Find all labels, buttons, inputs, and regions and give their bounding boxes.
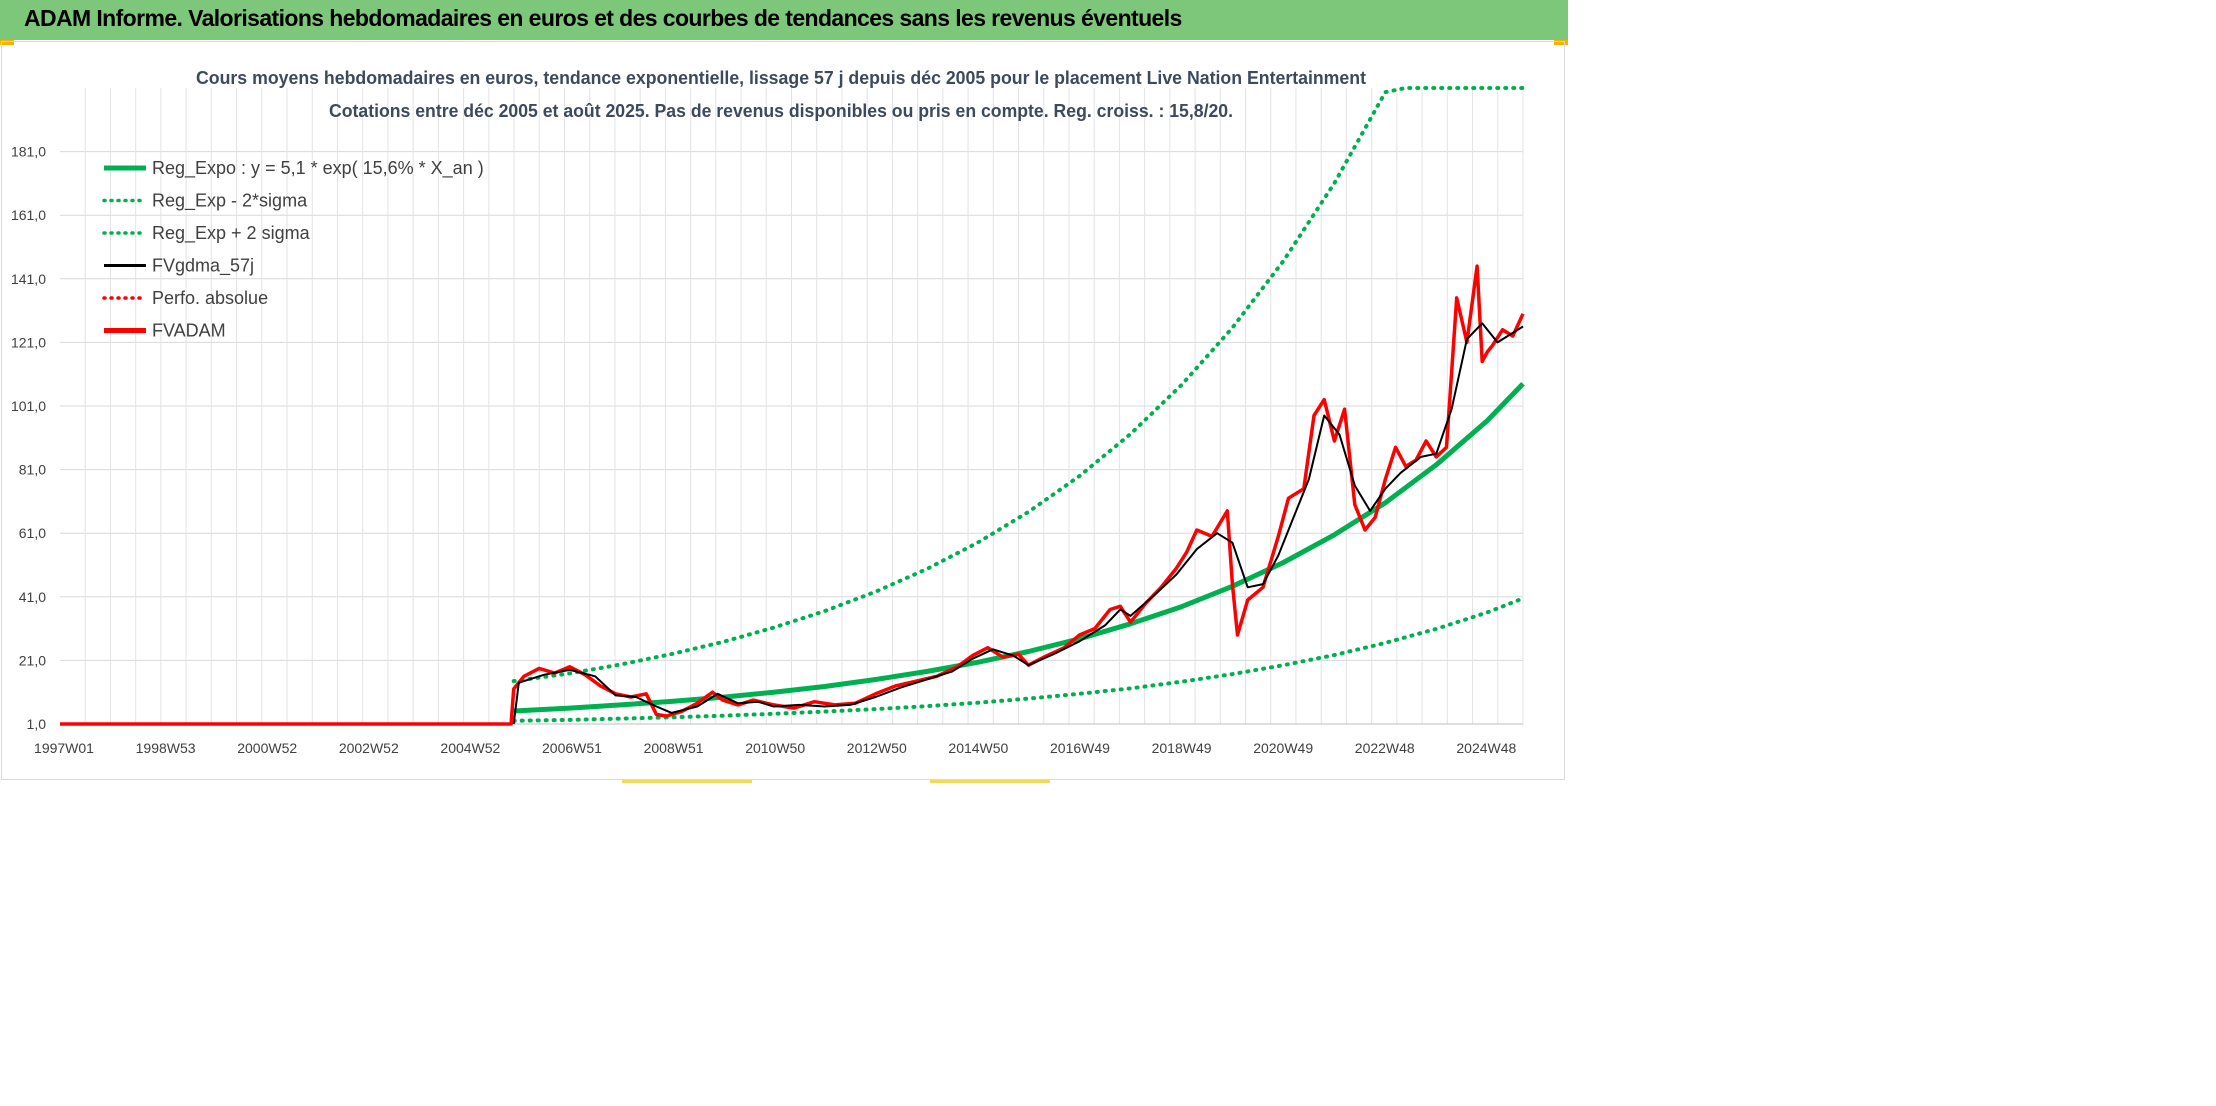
y-tick-label: 1,0: [27, 716, 47, 732]
x-tick-label: 1997W01: [34, 740, 94, 756]
x-tick-label: 2008W51: [644, 740, 704, 756]
corner-marker: [1554, 40, 1568, 45]
bottom-strip: [930, 780, 1050, 783]
page-title: ADAM Informe. Valorisations hebdomadaire…: [24, 5, 1182, 31]
chart-frame: [1, 41, 1565, 780]
header-bar: ADAM Informe. Valorisations hebdomadaire…: [0, 0, 1568, 40]
x-tick-label: 2012W50: [847, 740, 907, 756]
y-tick-label: 161,0: [11, 207, 46, 223]
x-tick-label: 2024W48: [1456, 740, 1516, 756]
y-tick-label: 21,0: [19, 652, 46, 668]
legend-label: Reg_Expo : y = 5,1 * exp( 15,6% * X_an ): [152, 158, 484, 179]
x-tick-label: 2004W52: [440, 740, 500, 756]
series-reg-expo: [513, 381, 1525, 714]
series-reg-exp-plus-2sigma: [511, 86, 1525, 684]
chart-subtitle: Cotations entre déc 2005 et août 2025. P…: [329, 101, 1233, 121]
chart-title: Cours moyens hebdomadaires en euros, ten…: [196, 68, 1366, 88]
corner-marker: [0, 40, 14, 45]
legend-label: Reg_Exp + 2 sigma: [152, 223, 311, 244]
axes: 1,0 21,0 41,0 61,0 81,0 101,0 121,0 141,0 161,0 1…: [11, 144, 1523, 756]
legend-label: Reg_Exp - 2*sigma: [152, 191, 308, 212]
x-tick-label: 2010W50: [745, 740, 805, 756]
x-tick-label: 2006W51: [542, 740, 602, 756]
y-tick-label: 61,0: [19, 525, 46, 541]
x-tick-label: 2016W49: [1050, 740, 1110, 756]
series-fvgdma-57j: [512, 322, 1524, 725]
y-tick-label: 141,0: [11, 271, 46, 287]
legend: Reg_Expo : y = 5,1 * exp( 15,6% * X_an )…: [102, 158, 484, 341]
x-tick-label: 2022W48: [1355, 740, 1415, 756]
y-tick-label: 41,0: [19, 589, 46, 605]
y-tick-label: 121,0: [11, 334, 46, 350]
x-tick-label: 2002W52: [339, 740, 399, 756]
x-tick-label: 2018W49: [1152, 740, 1212, 756]
legend-label: Perfo. absolue: [152, 288, 268, 308]
bottom-strip: [622, 780, 752, 783]
x-tick-label: 2014W50: [948, 740, 1008, 756]
chart: 1,0 21,0 41,0 61,0 81,0 101,0 121,0 141,0 161,0 1…: [11, 68, 1525, 756]
legend-label: FVgdma_57j: [152, 256, 254, 277]
grid: [60, 88, 1524, 724]
x-tick-label: 1998W53: [136, 740, 196, 756]
y-tick-label: 81,0: [19, 462, 46, 478]
y-tick-label: 181,0: [11, 144, 46, 160]
series-fvadam: [60, 264, 1525, 726]
x-tick-label: 2020W49: [1253, 740, 1313, 756]
y-tick-label: 101,0: [11, 398, 46, 414]
series: [60, 86, 1525, 726]
legend-label: FVADAM: [152, 321, 226, 341]
series-reg-exp-minus-2sigma: [511, 596, 1525, 723]
x-tick-label: 2000W52: [237, 740, 297, 756]
